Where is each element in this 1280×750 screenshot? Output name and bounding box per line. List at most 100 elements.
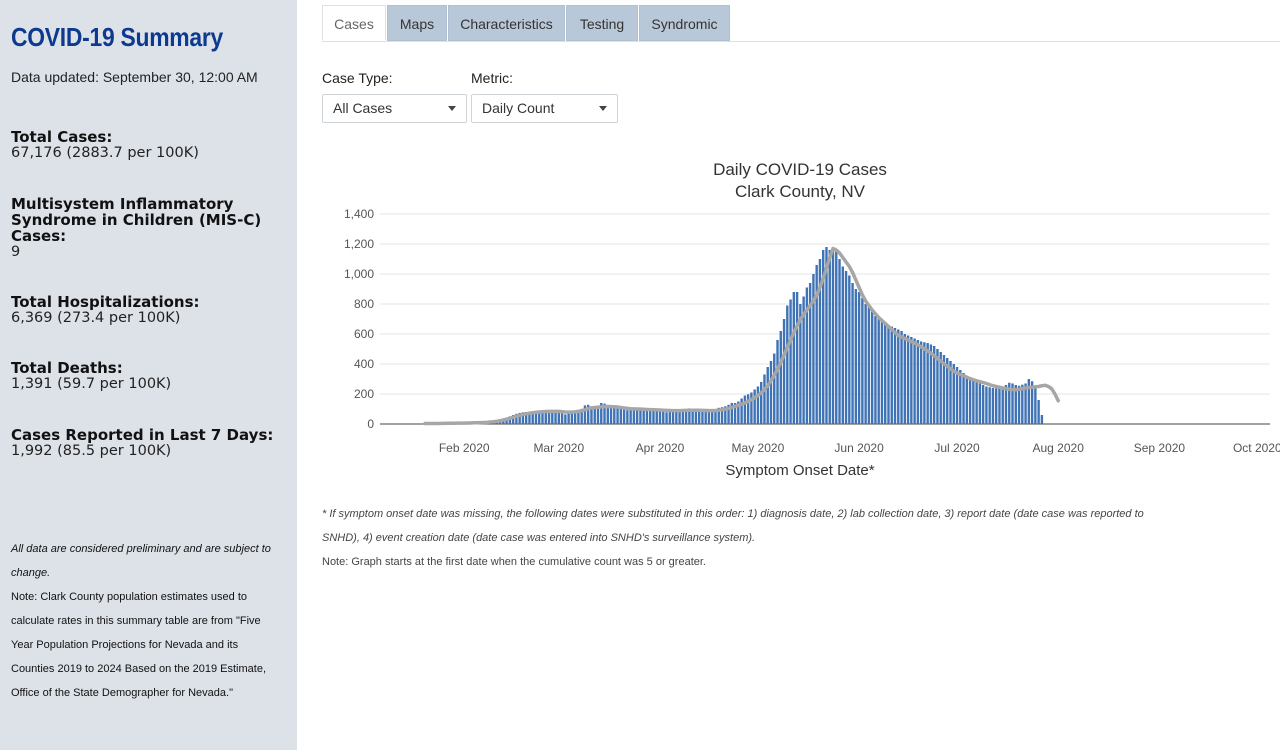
daily-case-bar	[939, 352, 942, 424]
daily-case-bar	[642, 409, 645, 424]
daily-case-bar	[835, 251, 838, 424]
daily-case-bar	[779, 331, 782, 424]
stat-value: 1,992 (85.5 per 100K)	[11, 443, 172, 459]
smoothed-trend-line	[423, 246, 1060, 426]
daily-case-bar	[975, 382, 978, 424]
daily-case-bar	[988, 387, 991, 424]
daily-case-bar	[596, 407, 600, 424]
footnote-line-3: Note: Graph starts at the first date whe…	[322, 556, 706, 568]
daily-case-bar	[697, 410, 701, 424]
y-tick-label: 1,400	[344, 207, 374, 221]
tab-characteristics[interactable]: Characteristics	[448, 5, 565, 41]
daily-case-bar	[711, 410, 714, 424]
daily-case-bar	[730, 403, 734, 424]
chart-gridlines	[380, 213, 1270, 425]
daily-case-bar	[756, 386, 760, 424]
daily-case-bar	[619, 408, 623, 424]
daily-case-bar	[929, 344, 933, 424]
daily-case-bar	[932, 346, 936, 424]
daily-case-bar	[802, 296, 805, 424]
daily-case-bar	[583, 405, 587, 424]
daily-case-bar	[890, 326, 893, 424]
stat-label: Total Hospitalizations:	[11, 293, 200, 311]
daily-case-bar	[805, 287, 809, 424]
daily-case-bar	[818, 259, 822, 424]
daily-case-bar	[864, 304, 867, 424]
daily-case-bar	[547, 411, 551, 424]
daily-case-bar	[959, 370, 962, 424]
tab-testing[interactable]: Testing	[566, 5, 638, 41]
daily-case-bar	[675, 410, 678, 424]
daily-case-bar	[733, 403, 737, 424]
daily-case-bar	[652, 410, 655, 424]
stat-total-hospitalizations: Total Hospitalizations: 6,369 (273.4 per…	[11, 294, 291, 327]
daily-case-bar	[831, 250, 835, 424]
daily-case-bar	[913, 338, 916, 424]
x-tick-label: Mar 2020	[533, 441, 584, 455]
metric-dropdown[interactable]: Daily Count	[471, 94, 618, 123]
y-tick-label: 800	[354, 297, 374, 311]
case-type-label: Case Type:	[322, 70, 393, 86]
daily-case-bar	[962, 373, 965, 424]
daily-case-bar	[880, 320, 884, 424]
daily-case-bar	[635, 408, 639, 424]
daily-case-bar	[724, 406, 727, 424]
daily-case-bar	[1004, 385, 1008, 424]
daily-case-bar	[528, 411, 531, 424]
daily-case-bar	[906, 335, 910, 424]
x-axis: Feb 2020 Mar 2020 Apr 2020 May 2020 Jun 2020…	[439, 441, 1280, 455]
daily-case-bar	[541, 411, 544, 424]
y-tick-label: 1,200	[344, 237, 374, 251]
daily-case-bar	[965, 376, 969, 424]
daily-case-bar	[838, 259, 841, 424]
daily-case-bar	[714, 409, 717, 424]
daily-case-bar	[1021, 384, 1024, 424]
x-tick-label: Apr 2020	[636, 441, 685, 455]
daily-case-bar	[564, 414, 567, 424]
daily-case-bar	[776, 340, 779, 424]
daily-case-bar	[893, 328, 897, 424]
daily-case-bar	[981, 385, 985, 424]
daily-case-bar	[763, 374, 766, 424]
case-type-dropdown[interactable]: All Cases	[322, 94, 467, 123]
daily-case-bar	[531, 411, 534, 424]
daily-case-bar	[844, 271, 848, 424]
daily-case-bar	[1027, 379, 1031, 424]
daily-case-bar	[603, 403, 606, 424]
tab-syndromic[interactable]: Syndromic	[639, 5, 730, 41]
daily-case-bar	[515, 413, 518, 424]
daily-case-bar	[701, 411, 704, 424]
daily-case-bar	[1014, 385, 1017, 424]
daily-case-bar	[789, 299, 792, 424]
daily-case-bar	[668, 411, 671, 424]
tab-cases[interactable]: Cases	[322, 5, 386, 41]
daily-case-bar	[991, 388, 995, 424]
daily-case-bar	[861, 298, 864, 424]
tab-maps[interactable]: Maps	[387, 5, 447, 41]
daily-case-bar	[518, 412, 521, 424]
daily-case-bar	[848, 275, 851, 424]
daily-case-bar	[580, 408, 583, 424]
daily-case-bar	[972, 380, 975, 424]
daily-case-bar	[606, 406, 609, 424]
x-tick-label: Oct 2020	[1233, 441, 1280, 455]
daily-case-bar	[616, 406, 619, 424]
daily-case-bar	[593, 407, 596, 424]
daily-case-bar	[812, 274, 815, 424]
daily-case-bar	[1011, 383, 1014, 424]
daily-case-bar	[1008, 382, 1011, 424]
daily-case-bar	[707, 411, 711, 424]
population-note: Note: Clark County population estimates …	[11, 591, 267, 699]
x-tick-label: Aug 2020	[1033, 441, 1085, 455]
daily-case-bar	[662, 411, 665, 424]
daily-case-bar	[884, 322, 887, 424]
daily-case-bar	[825, 247, 828, 424]
daily-case-bar	[720, 407, 724, 424]
daily-case-bar	[704, 411, 707, 424]
daily-case-bar	[681, 409, 685, 424]
preliminary-note: All data are considered preliminary and …	[11, 543, 271, 579]
footnote-line-1: * If symptom onset date was missing, the…	[322, 508, 1144, 520]
daily-case-bar	[717, 407, 720, 424]
daily-case-bar	[1001, 386, 1004, 424]
daily-case-bar	[877, 319, 880, 424]
